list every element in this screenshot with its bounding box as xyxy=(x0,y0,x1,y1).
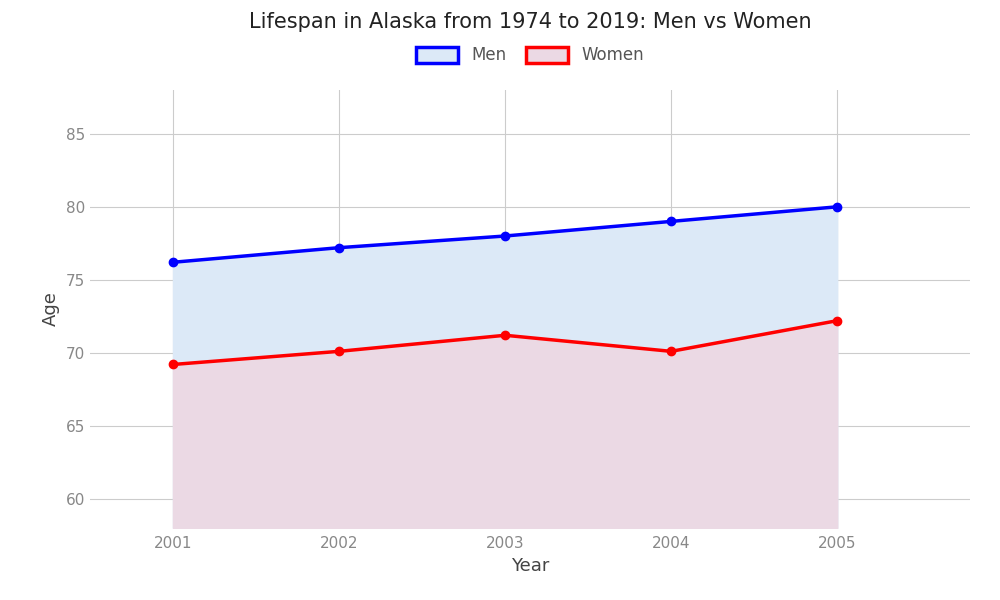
Title: Lifespan in Alaska from 1974 to 2019: Men vs Women: Lifespan in Alaska from 1974 to 2019: Me… xyxy=(249,11,811,31)
Legend: Men, Women: Men, Women xyxy=(411,41,649,70)
X-axis label: Year: Year xyxy=(511,557,549,575)
Y-axis label: Age: Age xyxy=(42,292,60,326)
